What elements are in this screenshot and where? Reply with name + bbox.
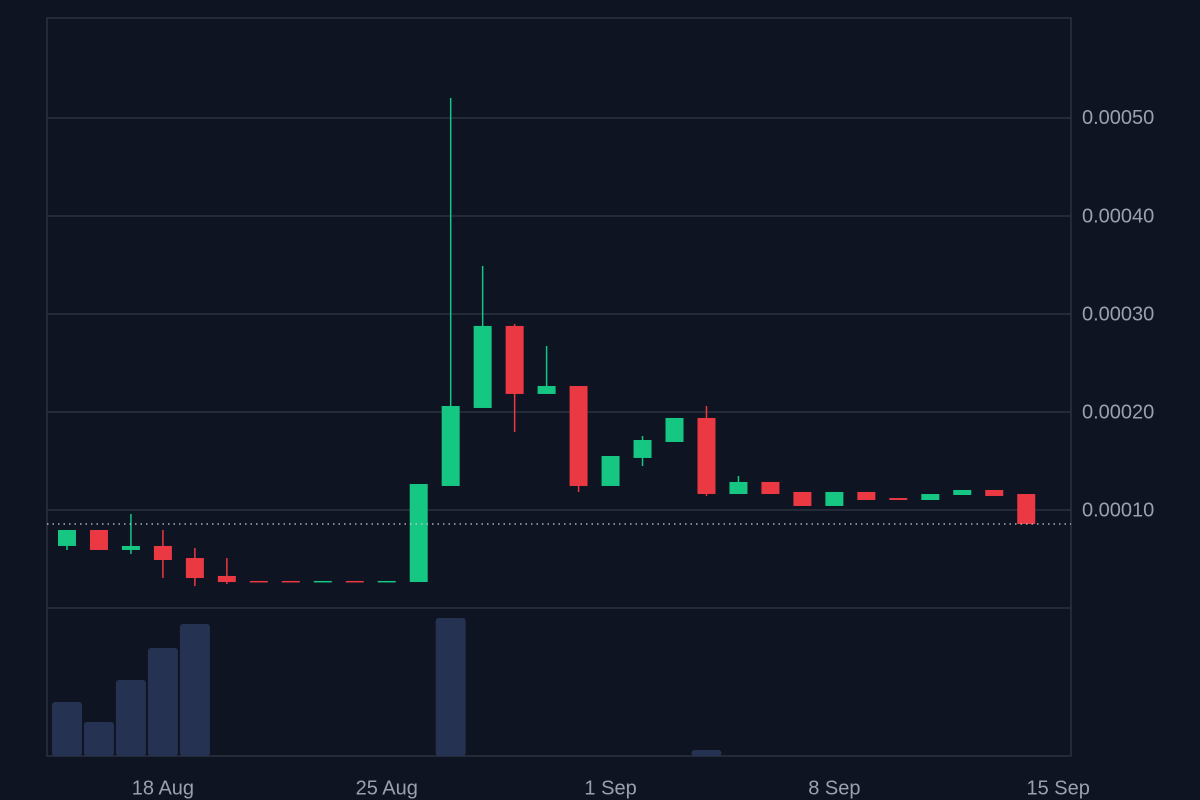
- candle-body: [985, 490, 1004, 496]
- volume-bar: [691, 750, 722, 756]
- x-tick-label: 15 Sep: [1027, 777, 1090, 799]
- candle-body: [473, 325, 492, 408]
- y-tick-label: 0.00050: [1082, 107, 1154, 129]
- candle-body: [761, 481, 780, 495]
- candle-body: [57, 529, 76, 546]
- candle-body: [409, 484, 428, 583]
- candle-body: [281, 580, 300, 583]
- candle-body: [537, 386, 556, 394]
- candle-body: [665, 417, 684, 442]
- y-tick-label: 0.00010: [1082, 499, 1154, 521]
- candle-body: [857, 491, 876, 500]
- candle-body: [249, 580, 268, 583]
- candle-body: [825, 491, 844, 506]
- candle-body: [89, 529, 108, 550]
- y-tick-label: 0.00040: [1082, 205, 1154, 227]
- plot-frame: [46, 17, 1072, 757]
- candle-body: [1017, 494, 1036, 525]
- candle-body: [345, 580, 364, 583]
- candle-body: [569, 386, 588, 486]
- candle-body: [921, 494, 940, 500]
- candle-body: [953, 490, 972, 495]
- candle-body: [313, 580, 332, 583]
- candle-body: [601, 455, 620, 486]
- candle-body: [793, 491, 812, 506]
- candle-body: [217, 575, 236, 583]
- volume-bar: [51, 702, 82, 756]
- candle-body: [153, 545, 172, 560]
- x-tick-label: 8 Sep: [808, 777, 860, 799]
- volume-bar: [435, 618, 466, 756]
- candle-body: [377, 580, 396, 583]
- volume-bar: [179, 624, 210, 756]
- volume-bar: [83, 722, 114, 756]
- candle-body: [633, 440, 652, 458]
- volume-bar: [147, 648, 178, 756]
- candle-body: [185, 558, 204, 579]
- y-tick-label: 0.00030: [1082, 303, 1154, 325]
- x-tick-label: 1 Sep: [584, 777, 636, 799]
- candle-body: [441, 406, 460, 486]
- candle-body: [121, 545, 140, 550]
- candle-body: [505, 325, 524, 394]
- y-tick-label: 0.00020: [1082, 401, 1154, 423]
- candle-body: [697, 417, 716, 495]
- x-tick-label: 18 Aug: [132, 777, 194, 799]
- volume-bar: [115, 680, 146, 756]
- candle-body: [889, 498, 908, 500]
- candle-body: [729, 481, 748, 495]
- x-tick-label: 25 Aug: [356, 777, 418, 799]
